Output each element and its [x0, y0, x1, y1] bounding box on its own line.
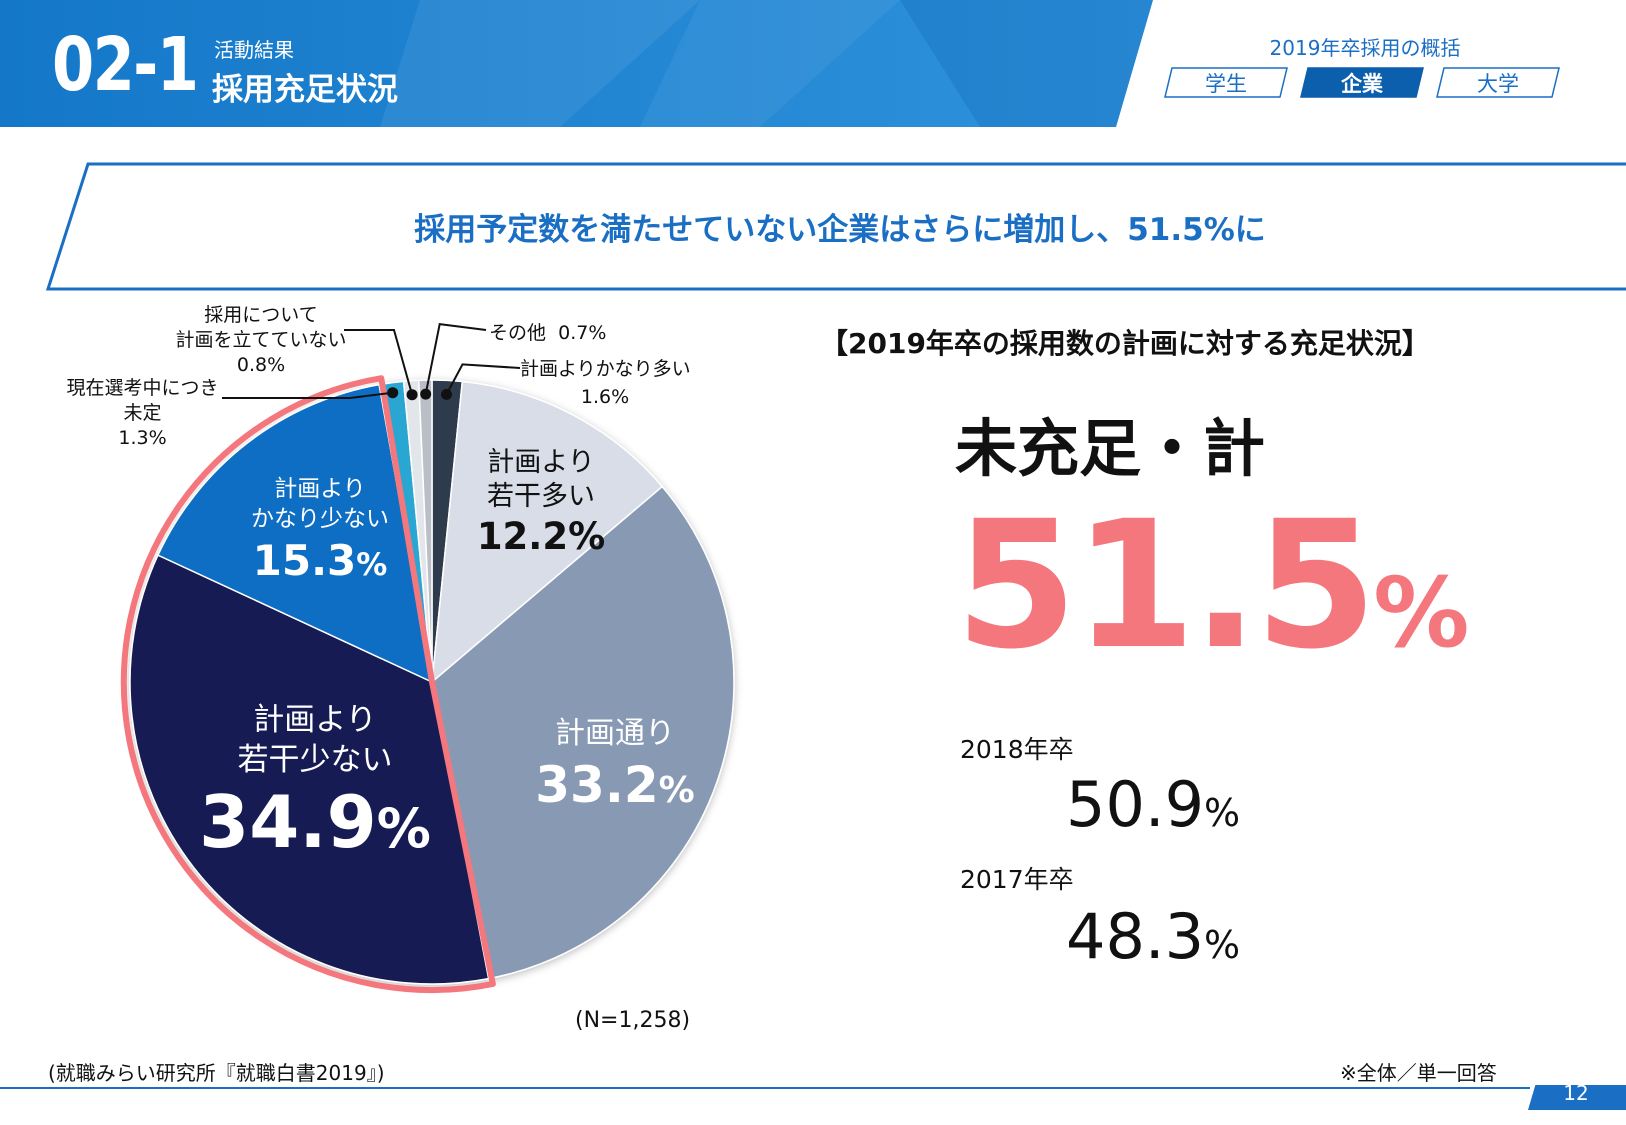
leader-line-other	[424, 322, 487, 395]
slice-label-other: その他 0.7%	[489, 318, 606, 345]
slice-label-slightly-less: 計画より 若干少ない 34.9%	[195, 700, 435, 871]
headline-text: 採用予定数を満たせていない企業はさらに増加し、51.5%に	[414, 212, 1266, 248]
slice-label-slightly-less-line1: 計画より	[253, 702, 377, 738]
summary-title: 2019年卒採用の概括	[1269, 36, 1461, 60]
chart-title: 【2019年卒の採用数の計画に対する充足状況】	[820, 327, 1430, 360]
pie-slice-slightly-more	[431, 380, 664, 684]
pie-slice-other	[417, 379, 433, 683]
header-background	[0, 0, 1153, 127]
slice-value-slightly-more: 12.2%	[476, 515, 606, 558]
slice-label-slightly-more: 計画より 若干多い 12.2%	[476, 446, 606, 558]
tab-universities-label: 大学	[1477, 71, 1519, 96]
leader-dot-selecting	[387, 387, 399, 399]
slice-label-much-less-line2: かなり少ない	[251, 506, 389, 532]
history-2018-value: 50.9%	[1066, 774, 1240, 836]
slice-label-much-less-line1: 計画より	[274, 476, 366, 502]
slice-value-selecting: 1.3%	[118, 427, 167, 449]
slice-value-slightly-less: 34.9%	[195, 780, 435, 871]
page-number: 12	[1563, 1081, 1589, 1105]
slice-label-no-plan: 採用について 計画を立てていない 0.8%	[170, 303, 352, 378]
slice-label-slightly-more-line2: 若干多い	[487, 481, 595, 512]
leader-line-much-more	[445, 363, 521, 395]
slice-label-much-less: 計画より かなり少ない 15.3%	[235, 474, 405, 592]
slice-value-no-plan: 0.8%	[236, 354, 286, 376]
history-2017-label: 2017年卒	[960, 865, 1074, 894]
leader-dot-no-plan	[406, 389, 418, 401]
slice-value-much-less: 15.3%	[235, 534, 405, 592]
slice-label-no-plan-line2: 計画を立てていない	[175, 329, 347, 351]
pie-slice-as-planned	[431, 485, 735, 980]
leader-dot-other	[420, 388, 432, 400]
slice-label-selecting-line1: 現在選考中につき	[66, 377, 219, 399]
slice-value-much-less-unit: %	[356, 547, 388, 583]
slice-value-other: 0.7%	[558, 322, 607, 344]
history-2018-number: 50.9	[1066, 768, 1205, 841]
slice-value-as-planned-number: 33.2	[535, 756, 659, 814]
slice-label-much-more-text: 計画よりかなり多い	[520, 358, 691, 380]
tab-students[interactable]: 学生	[1164, 67, 1288, 98]
answer-type-note: ※全体／単一回答	[1340, 1061, 1497, 1085]
slice-value-as-planned: 33.2%	[525, 756, 705, 814]
section-subtitle: 活動結果	[214, 38, 294, 62]
unfilled-total-unit: %	[1373, 557, 1469, 669]
tab-universities[interactable]: 大学	[1436, 67, 1560, 98]
slice-label-selecting: 現在選考中につき 未定 1.3%	[60, 376, 225, 451]
slice-label-other-text: その他	[489, 322, 547, 344]
history-2017-number: 48.3	[1066, 900, 1205, 973]
section-number: 02-1	[52, 22, 199, 108]
pie-slice-slightly-less	[129, 554, 490, 985]
slice-label-no-plan-line1: 採用について	[204, 304, 318, 326]
pie-slice-much-less	[156, 383, 433, 684]
slice-label-as-planned: 計画通り 33.2%	[525, 708, 705, 814]
headline-banner-frame	[45, 162, 1626, 291]
unfilled-highlight-outline	[120, 375, 496, 994]
leader-line-selecting	[222, 391, 393, 399]
tab-companies[interactable]: 企業	[1300, 67, 1424, 98]
slice-value-slightly-less-number: 34.9	[199, 780, 377, 864]
footer-rule	[0, 1085, 1626, 1110]
slice-value-much-more: 1.6%	[580, 386, 630, 408]
sample-size-note: (N=1,258)	[575, 1008, 691, 1033]
history-2018-label: 2018年卒	[960, 735, 1074, 764]
leader-dot-much-more	[441, 388, 452, 400]
leader-line-no-plan	[344, 329, 414, 395]
slice-label-much-more: 計画よりかなり多い 1.6%	[520, 355, 691, 411]
slice-value-slightly-less-unit: %	[376, 797, 431, 860]
unfilled-total-number: 51.5	[955, 483, 1377, 688]
history-2017-unit: %	[1204, 923, 1241, 967]
source-citation: (就職みらい研究所『就職白書2019』)	[48, 1061, 385, 1085]
history-2018-unit: %	[1204, 791, 1241, 835]
slice-value-much-less-number: 15.3	[252, 536, 357, 585]
section-title: 採用充足状況	[212, 72, 398, 108]
slice-label-slightly-more-line1: 計画より	[487, 447, 595, 478]
unfilled-total-label: 未充足・計	[955, 412, 1266, 485]
tab-students-label: 学生	[1205, 71, 1247, 96]
slice-label-selecting-line2: 未定	[123, 402, 162, 424]
page-header: 02-1 活動結果 採用充足状況 2019年卒採用の概括 学生 企業 大学	[0, 0, 1626, 127]
slice-value-as-planned-unit: %	[658, 770, 695, 811]
slice-label-as-planned-text: 計画通り	[555, 716, 675, 751]
slice-label-slightly-less-line2: 若干少ない	[237, 742, 393, 778]
history-2017-value: 48.3%	[1066, 906, 1240, 968]
tab-companies-label: 企業	[1341, 71, 1383, 96]
unfilled-total-value: 51.5%	[955, 498, 1469, 674]
